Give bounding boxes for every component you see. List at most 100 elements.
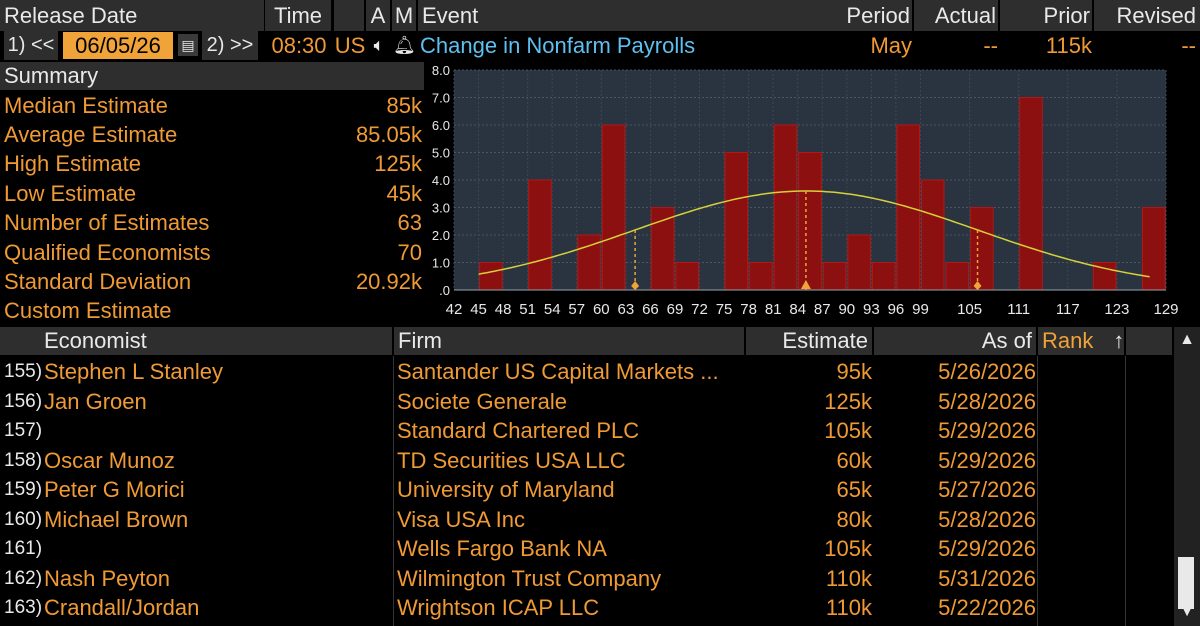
scroll-thumb[interactable] — [1178, 557, 1194, 609]
y-tick-label: .0 — [439, 283, 450, 298]
firm-name: University of Maryland — [397, 477, 615, 502]
histogram-bar — [871, 262, 896, 291]
release-time: 08:30 — [271, 33, 327, 58]
speaker-icon[interactable]: 🔈︎ — [373, 35, 385, 55]
x-tick-label: 129 — [1153, 301, 1178, 318]
event-header: Event — [418, 0, 822, 31]
release-date-input[interactable]: 06/05/26 — [63, 32, 173, 59]
rank-header-label: Rank — [1042, 328, 1094, 353]
event-name-link[interactable]: Change in Nonfarm Payrolls — [420, 33, 696, 58]
row-number: 161) — [4, 538, 43, 559]
x-tick-label: 75 — [716, 301, 733, 318]
x-tick-label: 42 — [446, 301, 463, 318]
x-tick-label: 63 — [618, 301, 635, 318]
summary-row: High Estimate 125k — [4, 149, 422, 178]
histogram-bar — [601, 124, 626, 291]
histogram-bar — [749, 262, 773, 291]
release-revised: -- — [1181, 33, 1196, 58]
histogram-bar — [675, 262, 700, 291]
summary-label: Standard Deviation — [4, 269, 192, 294]
firm-column-header[interactable]: Firm — [394, 327, 744, 355]
estimate-value: 105k — [824, 418, 872, 443]
row-number: 162) — [4, 567, 43, 589]
y-tick-label: 6.0 — [432, 118, 450, 133]
economist-name[interactable] — [44, 416, 392, 446]
next-release-button[interactable]: 2) >> — [202, 31, 258, 60]
y-tick-label: 2.0 — [432, 228, 450, 243]
estimate-value: 65k — [836, 477, 872, 502]
column-divider — [1037, 356, 1038, 626]
estimate-column-header[interactable]: Estimate — [746, 327, 872, 355]
economist-column-header[interactable]: Economist — [0, 327, 392, 355]
summary-label: Custom Estimate — [4, 298, 172, 323]
x-tick-label: 78 — [740, 301, 757, 318]
economist-name[interactable]: Jan Groen — [44, 388, 147, 414]
summary-value: 70 — [397, 240, 422, 265]
row-number: 158) — [4, 449, 43, 471]
calendar-icon[interactable]: ▤ — [178, 34, 198, 56]
release-prior: 115k — [1045, 33, 1092, 58]
row-number: 156) — [4, 390, 43, 412]
release-date-header: Release Date — [0, 0, 264, 31]
row-number: 155) — [4, 361, 43, 382]
x-tick-label: 105 — [957, 301, 982, 318]
economist-name[interactable]: Nash Peyton — [44, 565, 170, 591]
summary-row: Qualified Economists 70 — [4, 238, 422, 267]
x-tick-label: 87 — [814, 301, 831, 318]
table-scrollbar[interactable]: ▲ ▼ — [1174, 327, 1200, 626]
as-of-date: 5/29/2026 — [938, 418, 1036, 443]
y-tick-label: 1.0 — [432, 256, 450, 271]
firm-name: Wells Fargo Bank NA — [397, 536, 607, 561]
economist-name[interactable]: Peter G Morici — [44, 477, 185, 502]
economist-name[interactable] — [44, 534, 392, 564]
summary-title: Summary — [0, 62, 424, 90]
bell-icon[interactable]: 🔔︎ — [393, 35, 416, 55]
histogram-bar — [773, 124, 798, 291]
x-tick-label: 66 — [642, 301, 659, 318]
economist-name[interactable]: Oscar Munoz — [44, 447, 175, 473]
histogram-bar — [479, 262, 503, 291]
summary-value: 45k — [386, 181, 422, 206]
y-tick-label: 7.0 — [432, 91, 450, 106]
firm-name: Societe Generale — [397, 388, 567, 414]
row-number: 163) — [4, 597, 43, 618]
prior-header: Prior — [1000, 0, 1092, 31]
row-number: 160) — [4, 508, 43, 530]
m-header: M — [392, 0, 416, 31]
firm-name: Visa USA Inc — [397, 506, 525, 532]
summary-label: High Estimate — [4, 151, 141, 176]
histogram-bar — [528, 179, 552, 291]
histogram-bar — [724, 152, 749, 291]
summary-value: 63 — [397, 210, 422, 235]
summary-label: Average Estimate — [4, 122, 178, 147]
histogram-bar — [945, 262, 970, 291]
estimate-value: 105k — [824, 536, 872, 561]
rank-column-header[interactable]: Rank ↑ — [1038, 327, 1124, 355]
scroll-down-icon[interactable]: ▼ — [1179, 603, 1195, 620]
economist-name[interactable]: Crandall/Jordan — [44, 595, 200, 620]
firm-name: Santander US Capital Markets ... — [397, 359, 719, 384]
x-tick-label: 54 — [544, 301, 561, 318]
a-header: A — [366, 0, 390, 31]
row-number: 159) — [4, 479, 43, 500]
economist-name[interactable]: Michael Brown — [44, 506, 189, 532]
scroll-up-icon[interactable]: ▲ — [1179, 331, 1195, 348]
summary-row: Custom Estimate — [4, 296, 422, 325]
y-tick-label: 3.0 — [432, 201, 450, 216]
economist-name[interactable]: Stephen L Stanley — [44, 359, 223, 384]
firm-name: TD Securities USA LLC — [397, 447, 626, 473]
x-tick-label: 84 — [789, 301, 806, 318]
time-header: Time — [265, 0, 331, 31]
estimate-value: 110k — [825, 565, 872, 591]
x-tick-label: 81 — [765, 301, 782, 318]
summary-value: 85k — [386, 93, 422, 118]
x-tick-label: 51 — [519, 301, 536, 318]
x-tick-label: 99 — [912, 301, 929, 318]
prev-release-button[interactable]: 1) << — [4, 31, 58, 60]
as-of-column-header[interactable]: As of — [874, 327, 1036, 355]
summary-row: Median Estimate 85k — [4, 91, 422, 120]
estimate-value: 125k — [824, 388, 872, 414]
normal-distribution-curve — [478, 190, 1150, 278]
summary-value: 125k — [374, 151, 422, 176]
histogram-bar — [1141, 207, 1166, 291]
